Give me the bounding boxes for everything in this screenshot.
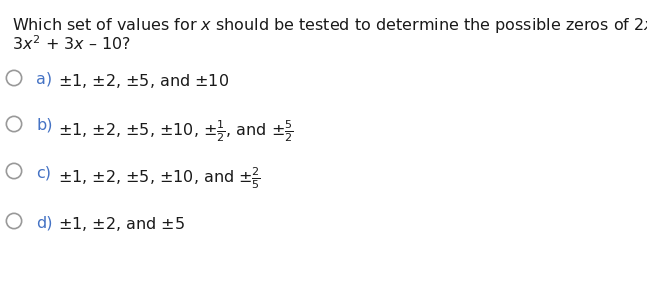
Text: c): c) [36, 165, 51, 180]
Text: $\pm$1, $\pm$2, $\pm$5, and $\pm$10: $\pm$1, $\pm$2, $\pm$5, and $\pm$10 [58, 72, 229, 90]
Text: $\pm$1, $\pm$2, $\pm$5, $\pm$10, and $\pm$$\frac{2}{5}$: $\pm$1, $\pm$2, $\pm$5, $\pm$10, and $\p… [58, 165, 261, 191]
Text: b): b) [36, 118, 52, 133]
Text: d): d) [36, 215, 52, 230]
Text: $\pm$1, $\pm$2, $\pm$5, $\pm$10, $\pm$$\frac{1}{2}$, and $\pm$$\frac{5}{2}$: $\pm$1, $\pm$2, $\pm$5, $\pm$10, $\pm$$\… [58, 118, 294, 144]
Text: $\pm$1, $\pm$2, and $\pm$5: $\pm$1, $\pm$2, and $\pm$5 [58, 215, 185, 233]
Text: a): a) [36, 72, 52, 87]
Text: $3x^2$ + 3$x$ – 10?: $3x^2$ + 3$x$ – 10? [12, 34, 131, 53]
Text: Which set of values for $x$ should be tested to determine the possible zeros of : Which set of values for $x$ should be te… [12, 14, 647, 36]
